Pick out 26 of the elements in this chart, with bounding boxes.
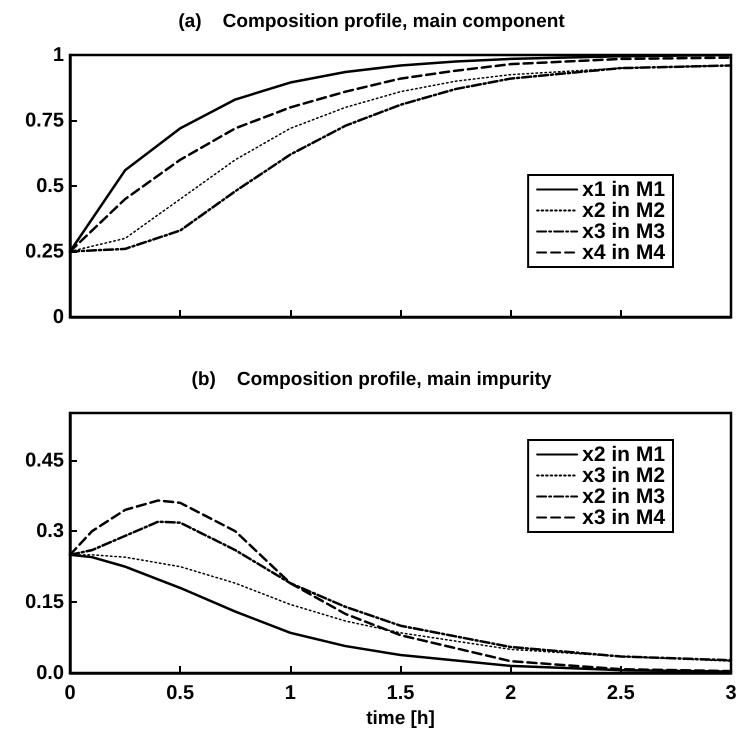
x-tick-label: 0.5	[166, 682, 194, 704]
chart-title: (b) Composition profile, main impurity	[192, 369, 552, 390]
y-tick-label: 0.0	[36, 662, 64, 684]
y-tick-label: 0.15	[25, 591, 64, 614]
y-tick-label: 0.25	[25, 240, 64, 262]
y-tick-label: 0.75	[25, 110, 64, 132]
legend-label: x2 in M2	[582, 199, 666, 222]
y-tick-label: 0	[52, 306, 64, 328]
x-tick-label: 1	[284, 682, 296, 704]
legend-label: x1 in M1	[582, 178, 666, 201]
x-axis-title: time [h]	[366, 708, 435, 729]
y-tick-label: 0.5	[36, 175, 64, 197]
y-tick-label: 0.3	[36, 520, 64, 542]
x-tick-label: 2.5	[606, 682, 635, 704]
chart-title: (a) Composition profile, main component	[178, 11, 566, 32]
x-tick-label: 3	[725, 682, 737, 704]
legend-label: x3 in M2	[582, 464, 666, 487]
legend-label: x2 in M1	[582, 443, 666, 466]
legend-label: x4 in M4	[582, 241, 666, 264]
legend-label: x3 in M3	[582, 220, 666, 243]
y-tick-label: 0.45	[25, 449, 64, 472]
x-tick-label: 1.5	[386, 682, 414, 704]
x-tick-label: 2	[505, 682, 516, 704]
y-tick-label: 1	[52, 44, 64, 66]
legend-label: x2 in M3	[582, 485, 666, 508]
legend-label: x3 in M4	[582, 506, 666, 529]
